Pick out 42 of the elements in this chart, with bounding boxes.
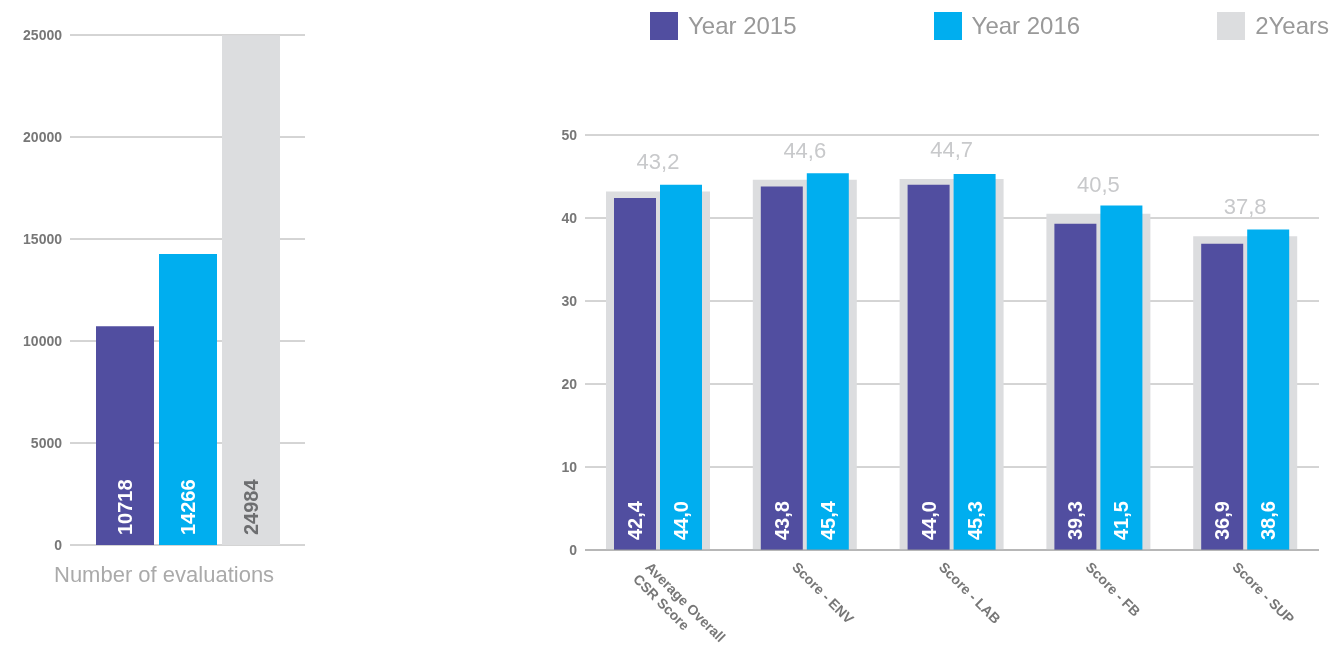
bar [96,326,154,545]
data-label: 36,9 [1211,501,1234,540]
bar [1100,205,1143,550]
bar [159,253,217,545]
y-tick-label: 30 [561,292,578,309]
x-axis-title: Number of evaluations [54,562,275,588]
data-label: 24984 [240,478,262,535]
bar [907,184,950,550]
legend-label: Year 2016 [971,12,1081,40]
bar [1247,229,1290,550]
data-label: 39,3 [1064,501,1087,540]
data-label: 44,0 [670,501,692,540]
bar [614,198,656,550]
y-tick-label: 10 [561,458,578,475]
legend-label: Year 2015 [688,12,797,40]
data-label: 44,0 [917,501,940,540]
data-label: 42,4 [624,500,646,540]
bar [806,173,849,550]
bar [660,184,702,550]
bar [1201,243,1244,550]
bar [1054,223,1097,550]
bar [760,186,803,550]
y-tick-label: 0 [569,541,578,558]
bar [953,174,996,550]
y-tick-label: 20 [561,375,578,392]
data-label: 41,5 [1110,501,1133,540]
y-tick-label: 20000 [23,128,63,145]
data-label: 45,3 [963,501,986,540]
data-label: 43,8 [770,501,793,540]
data-label: 14266 [177,479,199,535]
y-tick-label: 40 [561,209,578,226]
y-tick-label: 0 [54,536,63,553]
y-tick-label: 25000 [23,26,63,43]
y-tick-label: 50 [561,126,578,143]
y-tick-label: 10000 [23,332,63,349]
y-tick-label: 15000 [23,230,63,247]
y-tick-label: 5000 [30,434,63,451]
bar [222,35,280,545]
data-label: 38,6 [1257,501,1280,540]
data-label: 10718 [114,479,136,535]
data-label: 45,4 [816,500,839,540]
legend-label: 2Years [1255,12,1329,40]
